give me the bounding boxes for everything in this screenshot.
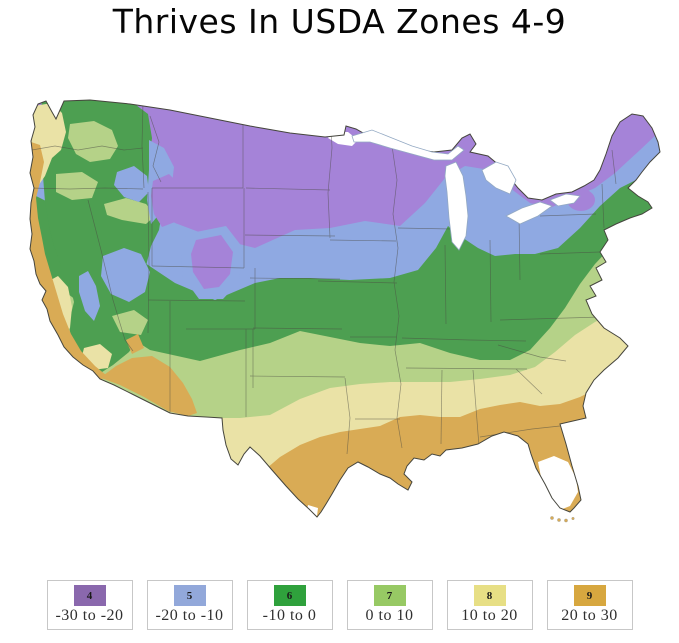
state-borders [30, 100, 617, 455]
california-coast-gold-patch [30, 142, 106, 381]
usda-zone-map-svg [29, 99, 661, 523]
zone-8-range: 10 to 20 [461, 607, 518, 624]
adirondacks-purple-patch [567, 189, 595, 211]
colorado-river-gold-patch [126, 334, 144, 354]
zone-5-number: 5 [186, 589, 193, 602]
zone-4-swatch: 4 [73, 585, 106, 606]
great-basin-south-patch [112, 310, 148, 335]
eastern-oregon-patch [56, 172, 98, 200]
great-lakes [351, 129, 581, 251]
zone-4-number: 4 [86, 589, 93, 602]
usda-zone-map [0, 88, 679, 578]
zone-10-texas-tip-area [307, 505, 318, 516]
zone-10-florida-area [538, 456, 578, 510]
zone-6-range: -10 to 0 [262, 607, 317, 624]
snake-plain-patch [104, 198, 156, 224]
zone-6-swatch: 6 [273, 585, 306, 606]
page-title: Thrives In USDA Zones 4-9 [112, 2, 567, 41]
legend-item-zone-4: 4 -30 to -20 [46, 580, 133, 630]
sierra-blue-patch [79, 271, 100, 321]
legend-item-zone-7: 7 0 to 10 [346, 580, 433, 630]
zone-7-range: 0 to 10 [365, 607, 414, 624]
arizona-desert-gold-patch [100, 356, 197, 416]
zone-9-range: 20 to 30 [561, 607, 618, 624]
zone-9-swatch: 9 [573, 585, 606, 606]
florida-keys [550, 516, 575, 523]
legend-item-zone-6: 6 -10 to 0 [246, 580, 333, 630]
nevada-utah-blue-patch [101, 248, 150, 302]
columbia-basin-patch [68, 121, 118, 162]
zone-7-swatch: 7 [373, 585, 406, 606]
us-outline [29, 99, 661, 518]
zone-8-number: 8 [486, 589, 493, 602]
zone-9-number: 9 [586, 589, 593, 602]
zone-4-range: -30 to -20 [55, 607, 124, 624]
legend-item-zone-5: 5 -20 to -10 [146, 580, 233, 630]
zone-8-swatch: 8 [473, 585, 506, 606]
yellowstone-purple-patch [151, 174, 184, 227]
zone-5-range: -20 to -10 [155, 607, 224, 624]
zone-7-number: 7 [386, 589, 393, 602]
central-idaho-blue-patch [114, 166, 149, 202]
zone-9-band [30, 347, 660, 517]
legend-item-zone-9: 9 20 to 30 [546, 580, 633, 630]
legend-item-zone-8: 8 10 to 20 [446, 580, 533, 630]
zone-6-number: 6 [286, 589, 293, 602]
colorado-purple-patch [191, 235, 233, 289]
zone-5-swatch: 5 [173, 585, 206, 606]
legend: 4 -30 to -20 5 -20 to -10 6 -10 to 0 7 0… [0, 580, 679, 630]
